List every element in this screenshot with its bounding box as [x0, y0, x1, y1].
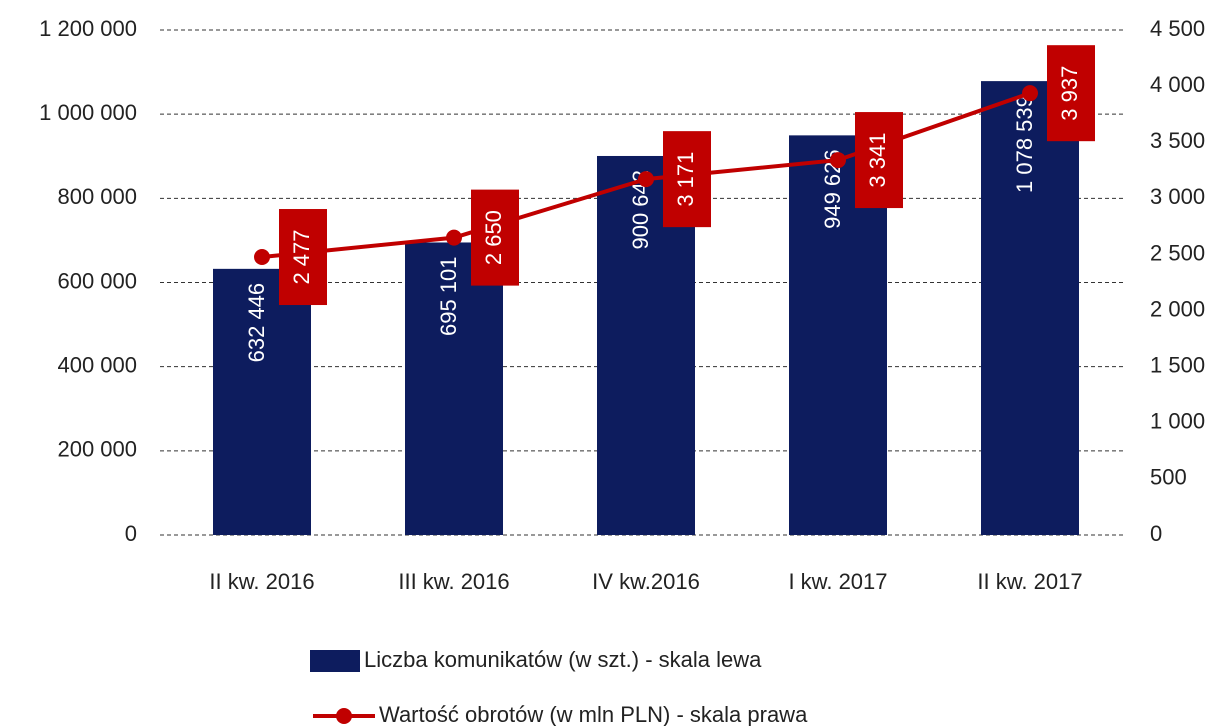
x-tick-label: I kw. 2017	[788, 569, 887, 594]
legend-label: Liczba komunikatów (w szt.) - skala lewa	[364, 647, 762, 672]
y-tick-label: 400 000	[57, 352, 137, 377]
x-tick-label: II kw. 2016	[209, 569, 314, 594]
line-point	[830, 152, 846, 169]
y2-tick-label: 3 500	[1150, 128, 1205, 153]
line-value-label: 3 937	[1057, 66, 1082, 121]
y2-tick-label: 4 500	[1150, 16, 1205, 41]
legend-swatch	[310, 650, 360, 672]
value-label-bg	[663, 131, 711, 228]
y-tick-label: 600 000	[57, 268, 137, 293]
line-point	[638, 171, 654, 188]
value-label-bg	[279, 209, 327, 306]
y-tick-label: 1 000 000	[39, 100, 137, 125]
line-point	[254, 249, 270, 266]
line-value-label: 2 477	[289, 229, 314, 284]
y2-tick-label: 2 000	[1150, 296, 1205, 321]
y2-tick-label: 4 000	[1150, 72, 1205, 97]
y-tick-label: 1 200 000	[39, 16, 137, 41]
line-value-label: 3 171	[673, 152, 698, 207]
value-label-bg	[471, 189, 519, 286]
y2-tick-label: 500	[1150, 465, 1187, 490]
line-point	[446, 229, 462, 246]
x-tick-label: III kw. 2016	[398, 569, 509, 594]
y2-tick-label: 1 500	[1150, 352, 1205, 377]
bar-value-label: 632 446	[244, 283, 269, 363]
x-tick-label: IV kw.2016	[592, 569, 700, 594]
line-point	[1022, 85, 1038, 102]
y2-tick-label: 0	[1150, 521, 1162, 546]
legend-swatch-point	[336, 708, 352, 724]
y-tick-label: 200 000	[57, 437, 137, 462]
x-tick-label: II kw. 2017	[977, 569, 1082, 594]
line-value-label: 3 341	[865, 133, 890, 188]
bar	[213, 268, 311, 535]
y2-tick-label: 2 500	[1150, 240, 1205, 265]
y-tick-label: 0	[125, 521, 137, 546]
bar-value-label: 695 101	[436, 256, 461, 336]
value-label-bg	[855, 112, 903, 209]
bar	[981, 81, 1079, 535]
bar-value-label: 1 078 539	[1012, 95, 1037, 193]
line-value-label: 2 650	[481, 210, 506, 265]
y2-tick-label: 3 000	[1150, 184, 1205, 209]
bar	[405, 242, 503, 535]
y2-tick-label: 1 000	[1150, 409, 1205, 434]
legend-label: Wartość obrotów (w mln PLN) - skala praw…	[379, 702, 808, 726]
value-label-bg	[1047, 45, 1095, 142]
y-tick-label: 800 000	[57, 184, 137, 209]
